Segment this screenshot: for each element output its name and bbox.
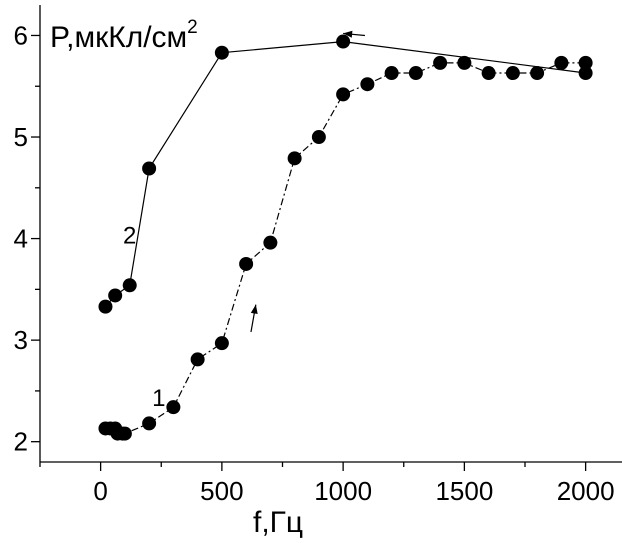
x-tick-label: 1000 [314,476,372,506]
y-tick-label: 3 [14,325,28,355]
direction-arrow [250,304,258,333]
x-tick-label: 1500 [435,476,493,506]
series-1-point [457,55,472,70]
series-2-point [122,278,137,293]
series-1-point [481,66,496,81]
series-1-point [554,55,569,70]
x-tick-label: 2000 [557,476,615,506]
series-1-point [505,66,520,81]
series-annotation: 1 [152,385,165,412]
series-annotations: 12 [123,223,165,412]
y-tick-label: 4 [14,224,28,254]
series-annotation: 2 [123,223,136,250]
x-tick-label: 0 [93,476,107,506]
series-1-point [311,130,326,145]
series-1-point [166,400,181,415]
series-1-point [239,256,254,271]
y-axis-title-superscript: 2 [187,17,198,38]
series-1-point [336,87,351,102]
y-axis-title-text: P,мкКл/см [50,21,187,54]
series-points [98,34,593,441]
y-tick-label: 6 [14,20,28,50]
y-ticks: 2 3 4 5 6 [14,20,40,457]
series-1-point [117,426,132,441]
series-1-point [530,66,545,81]
series-1-point [384,66,399,81]
series-1-point [578,55,593,70]
direction-arrow [343,30,366,38]
series-2-point [108,288,123,303]
x-tick-label: 500 [200,476,243,506]
y-tick-label: 2 [14,427,28,457]
series-1-point [190,352,205,367]
x-ticks: 0 500 1000 1500 2000 [39,462,615,506]
direction-arrows [250,30,366,333]
series-1-point [433,55,448,70]
series-1-point [287,151,302,166]
series-1-point [360,77,375,92]
series-2-point [336,34,351,49]
series-2-point [578,66,593,81]
series-2-point [142,161,157,176]
series-2-point [214,45,229,60]
series-1-point [142,416,157,431]
y-tick-label: 5 [14,122,28,152]
series-1-point [263,235,278,250]
series-2-point [98,299,113,314]
series-1-point [408,66,423,81]
series-1-point [214,336,229,351]
y-axis-title: P,мкКл/см2 [50,17,198,54]
series-1-line [105,62,586,435]
series-2-line [105,40,586,307]
x-axis-title: f,Гц [253,506,303,539]
